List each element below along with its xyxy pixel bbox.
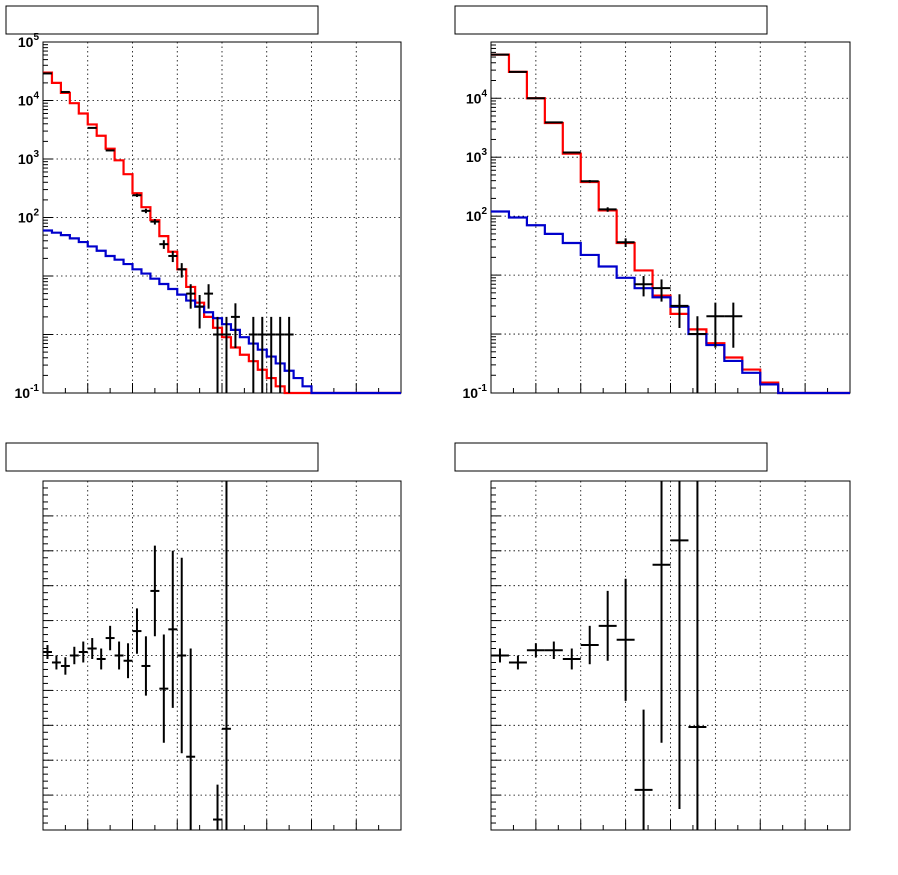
y-tick-label: 10-1 (463, 383, 488, 401)
data-point (78, 641, 88, 663)
data-point (87, 126, 97, 129)
data-point (652, 279, 671, 302)
data-point (652, 481, 671, 743)
data-point (706, 302, 725, 348)
data-point (266, 316, 276, 393)
data-point (257, 316, 267, 393)
data-point (634, 709, 653, 830)
data-point (168, 251, 178, 263)
data-point (634, 276, 653, 297)
data-point (222, 316, 231, 393)
y-tick-label: 104 (466, 88, 488, 106)
data-point (168, 550, 178, 708)
y-tick-label: 105 (18, 32, 40, 50)
data-point (724, 302, 743, 348)
data-point (526, 97, 545, 100)
data-point (544, 641, 563, 659)
data-point (580, 625, 599, 665)
data-point (150, 545, 160, 637)
data-point (688, 481, 707, 830)
data-point (562, 648, 581, 670)
data-point (491, 648, 509, 663)
data-point (150, 219, 160, 225)
pad-bottom-left (5, 442, 402, 831)
data-point (580, 180, 599, 183)
data-point (598, 207, 617, 212)
y-tick-label: 104 (18, 91, 40, 109)
data-point (275, 316, 285, 393)
data-point (213, 784, 222, 830)
data-point (195, 295, 205, 329)
data-point (508, 655, 527, 670)
data-point (43, 645, 52, 659)
data-point (562, 151, 581, 154)
data-point (132, 608, 142, 654)
data-point (670, 294, 689, 328)
data-point (141, 208, 151, 214)
data-point (177, 263, 187, 278)
data-point (526, 643, 545, 658)
data-point (105, 149, 115, 152)
title-box (5, 5, 319, 35)
data-point (688, 316, 707, 393)
data-point (114, 641, 124, 670)
pad-top-left: 10-1 102 103 104 105 (5, 5, 402, 401)
background-model-line (491, 210, 850, 395)
data-point (177, 557, 187, 754)
data-point (123, 643, 133, 679)
data-point (105, 625, 115, 651)
data-point (616, 238, 635, 247)
total-model-line (43, 71, 401, 395)
data-point (186, 648, 196, 830)
data-point (60, 657, 70, 675)
title-box (5, 442, 319, 472)
plot-frame (42, 480, 402, 831)
data-point (598, 590, 617, 661)
data-point (213, 316, 222, 393)
data-point (544, 121, 563, 124)
data-point (186, 284, 196, 309)
data-point (96, 648, 106, 670)
data-point (159, 240, 169, 249)
data-point (670, 481, 689, 810)
data-point (248, 316, 258, 393)
y-tick-label: 103 (466, 147, 488, 165)
data-point (141, 636, 151, 696)
title-box (454, 5, 768, 35)
data-point (69, 646, 79, 665)
data-point (51, 655, 61, 670)
data-point (132, 193, 142, 197)
y-tick-label: 10-1 (15, 383, 40, 401)
data-point (284, 316, 294, 393)
y-tick-label: 103 (18, 149, 40, 167)
plot-frame (490, 480, 851, 831)
data-point (222, 481, 231, 830)
data-point (204, 284, 214, 309)
data-point (616, 578, 635, 701)
data-point (87, 638, 97, 659)
data-point (230, 303, 240, 349)
pad-bottom-right (454, 442, 851, 831)
data-point (159, 634, 169, 743)
y-tick-label: 102 (466, 206, 488, 224)
title-box (454, 442, 768, 472)
pad-top-right: 10-1 102 103 104 (454, 5, 851, 401)
y-tick-label: 102 (18, 208, 40, 226)
